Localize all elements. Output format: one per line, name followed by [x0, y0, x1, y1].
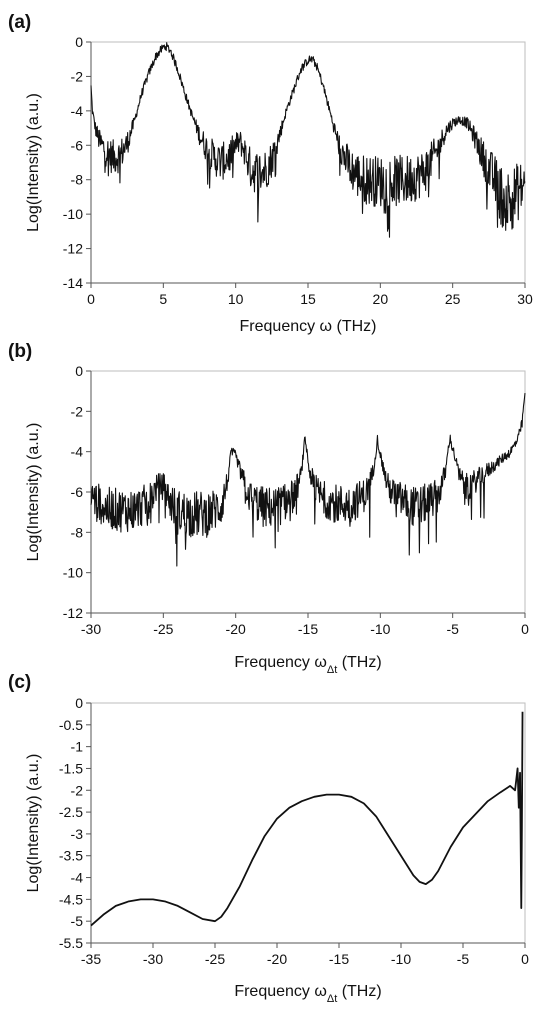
x-axis-label: Frequency ω (THz) [240, 318, 377, 335]
y-tick-label: -4 [71, 103, 84, 119]
y-axis-label: Log(Intensity) (a.u.) [25, 93, 42, 232]
y-tick-label: -6 [71, 137, 84, 153]
y-tick-label: -10 [63, 565, 83, 581]
x-tick-label: -5 [446, 621, 459, 637]
y-tick-label: -2 [71, 782, 84, 798]
x-tick-label: -30 [81, 621, 101, 637]
y-tick-label: -4 [71, 444, 84, 460]
x-axis-label: Frequency ωΔt (THz) [234, 654, 381, 676]
x-tick-label: -20 [226, 621, 246, 637]
y-tick-label: -12 [63, 241, 83, 257]
x-tick-label: -10 [370, 621, 390, 637]
chart-panel-2: (b) 0 -2 -4 -6 -8 -10 -12-30 -25 -20 -15 -10 -5 0 Freq… [8, 341, 529, 676]
y-tick-label: 0 [75, 695, 83, 711]
y-tick-label: 0 [75, 34, 83, 50]
y-tick-label: -2 [71, 68, 84, 84]
x-tick-label: 20 [373, 291, 389, 307]
x-tick-label: -30 [143, 951, 163, 967]
x-tick-label: 0 [521, 951, 529, 967]
x-tick-label: -25 [153, 621, 173, 637]
x-tick-label: -10 [391, 951, 411, 967]
y-tick-label: -14 [63, 275, 83, 291]
y-tick-label: -1.5 [59, 760, 83, 776]
y-tick-label: -6 [71, 484, 84, 500]
x-tick-label: 25 [445, 291, 461, 307]
x-tick-label: 10 [228, 291, 244, 307]
chart-panel-3: (c)0-0.5-1-1.5-2-2.5-3-3.5-4-4.5-5-5.5-3… [8, 672, 529, 1005]
y-tick-label: -4.5 [59, 891, 83, 907]
x-tick-label: 0 [521, 621, 529, 637]
panel-label: (c) [8, 672, 31, 693]
series-line [90, 711, 524, 927]
x-tick-label: -20 [267, 951, 287, 967]
y-tick-label: -5 [71, 913, 84, 929]
y-tick-label: -2 [71, 403, 84, 419]
x-tick-label: 30 [517, 291, 533, 307]
x-tick-label: 0 [87, 291, 95, 307]
x-tick-label: -15 [329, 951, 349, 967]
y-tick-label: 0 [75, 363, 83, 379]
series-line [90, 392, 526, 567]
plot-frame [90, 41, 526, 284]
y-tick-label: -1 [71, 739, 84, 755]
plot-frame [90, 702, 526, 944]
panel-label: (b) [8, 341, 32, 362]
x-tick-label: 15 [300, 291, 316, 307]
x-tick-label: -5 [457, 951, 470, 967]
y-tick-label: -10 [63, 206, 83, 222]
y-tick-label: -2.5 [59, 804, 83, 820]
y-tick-label: -8 [71, 524, 84, 540]
y-tick-label: -3 [71, 826, 84, 842]
y-tick-label: -5.5 [59, 935, 83, 951]
x-tick-label: -35 [81, 951, 101, 967]
y-axis-label: Log(Intensity) (a.u.) [25, 423, 42, 562]
series-line [90, 42, 526, 238]
x-tick-label: -15 [298, 621, 318, 637]
x-tick-label: -25 [205, 951, 225, 967]
x-tick-label: 5 [159, 291, 167, 307]
chart-panel-1: (a)0-2-4-6-8-10-12-140 5 10 15 20 25 30Frequen… [8, 12, 533, 335]
y-tick-label: -3.5 [59, 848, 83, 864]
x-axis-label: Frequency ωΔt (THz) [234, 983, 381, 1004]
y-tick-label: -4 [71, 870, 84, 886]
panel-label: (a) [8, 12, 31, 33]
y-tick-label: -0.5 [59, 717, 83, 733]
y-tick-label: -12 [63, 605, 83, 621]
y-axis-label: Log(Intensity) (a.u.) [25, 754, 42, 893]
y-tick-label: -8 [71, 172, 84, 188]
